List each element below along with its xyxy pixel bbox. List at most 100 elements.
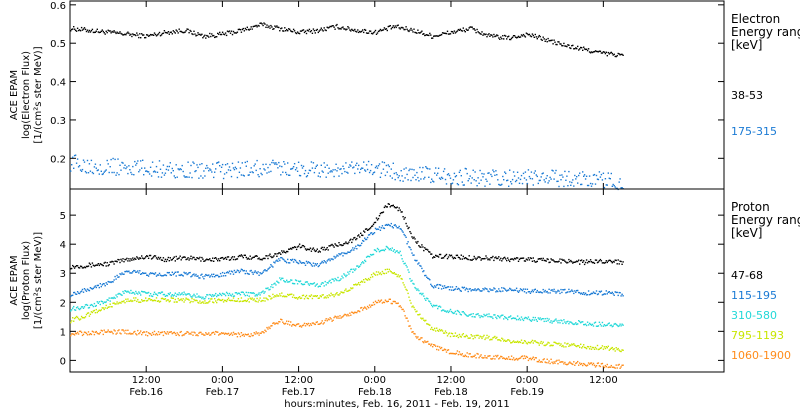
data-point [327,296,329,299]
data-point [476,334,478,337]
data-point [324,296,326,298]
data-point [179,331,181,333]
data-point [500,340,502,342]
data-point [516,257,519,259]
data-point [328,280,330,283]
data-point [125,270,127,273]
data-point [306,248,309,250]
data-point [219,257,222,259]
data-point [287,293,289,296]
data-point [230,299,233,302]
data-point [344,170,346,173]
data-point [127,172,129,175]
data-point [600,290,603,292]
data-point [147,257,150,259]
data-point [293,283,296,285]
data-point [269,327,271,330]
data-point [308,295,311,297]
data-point [605,260,607,262]
data-point [109,281,111,283]
data-point [98,264,100,267]
data-point [573,261,575,263]
data-point [150,295,153,297]
data-point [608,53,610,55]
data-point [460,290,462,292]
data-point [504,34,506,37]
data-point [246,294,248,297]
data-point [145,334,147,336]
data-point [149,333,152,335]
data-point [505,35,507,37]
data-point [207,333,209,335]
data-point [344,274,346,276]
data-point [78,29,81,31]
data-point [216,274,218,277]
data-point [104,331,106,333]
data-point [342,315,344,318]
data-point [219,260,221,262]
data-point [310,324,313,326]
data-point [152,256,155,258]
data-point [294,169,297,171]
data-point [410,27,412,30]
data-point [242,174,244,176]
data-point [503,318,505,320]
data-point [434,327,436,330]
data-point [512,317,515,319]
data-point [346,274,348,276]
data-point [525,32,528,34]
data-point [335,244,337,246]
data-point [302,165,305,167]
data-point [277,167,279,169]
data-point [80,170,83,172]
legend-entry: 1060-1900 [731,349,791,362]
data-point [622,295,624,297]
data-point [483,258,485,260]
data-point [379,272,382,274]
data-point [487,259,489,261]
data-point [199,300,201,302]
data-point [435,35,437,37]
data-point [96,169,98,172]
data-point [238,300,241,303]
data-point [347,271,349,273]
data-point [601,52,604,54]
data-point [420,337,422,339]
data-point [385,206,388,208]
data-point [505,172,507,175]
data-point [132,300,134,302]
data-point [143,272,145,275]
data-point [520,339,523,341]
data-point [353,268,355,270]
data-point [587,290,590,292]
data-point [162,257,165,259]
data-point [459,289,461,292]
data-point [527,341,530,343]
data-point [109,331,111,333]
data-point [578,345,580,347]
data-point [117,32,119,34]
data-point [242,27,244,30]
data-point [564,45,566,47]
data-point [127,271,129,273]
data-point [146,255,149,257]
data-point [581,292,583,294]
data-point [417,29,419,31]
data-point [542,318,544,320]
data-point [165,32,168,34]
data-point [259,294,261,296]
data-point [364,170,367,172]
data-point [382,211,385,213]
data-point [133,331,135,333]
data-point [115,260,117,262]
data-point [162,164,165,166]
data-point [137,298,139,301]
data-point [71,333,73,335]
data-point [391,272,393,274]
data-point [597,178,600,181]
data-point [387,164,389,166]
data-point [79,318,82,320]
data-point [257,258,259,260]
data-point [488,313,490,315]
data-point [408,30,410,33]
